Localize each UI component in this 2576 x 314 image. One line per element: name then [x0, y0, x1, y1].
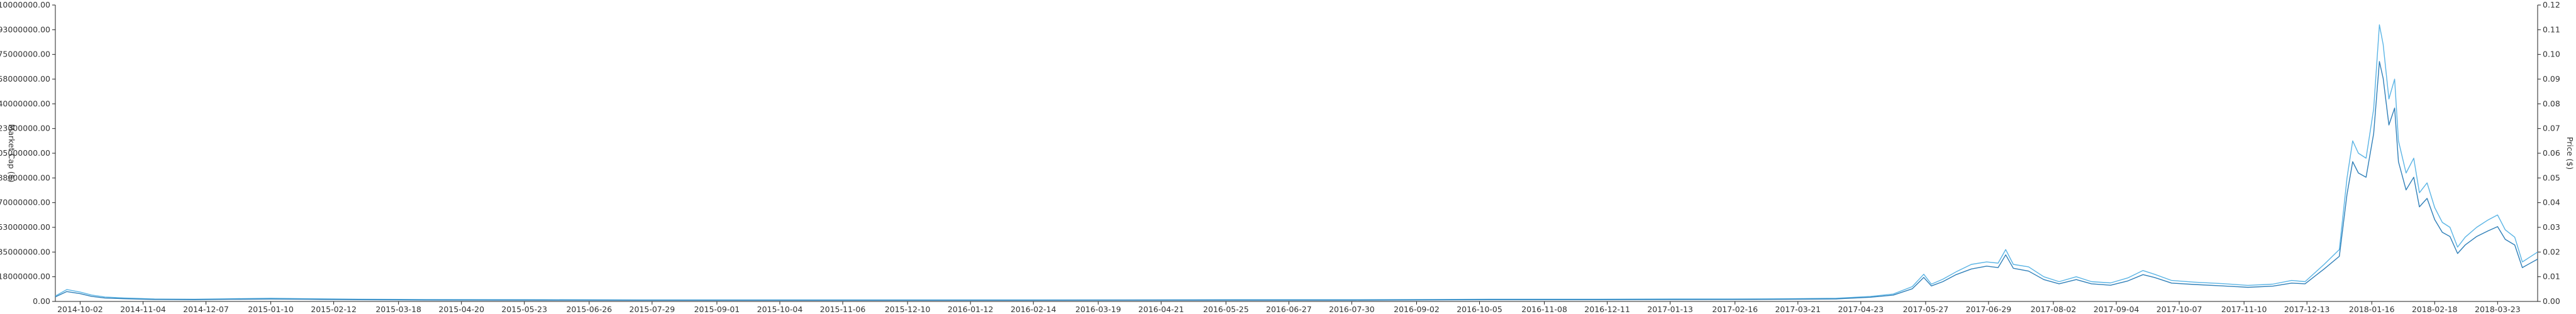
- x-tick-label: 2018-02-18: [2412, 305, 2458, 314]
- y-left-tick-label: 0.00: [33, 296, 50, 306]
- y-right-tick-label: 0.05: [2543, 173, 2560, 182]
- y-left-tick-label: 175000000.00: [0, 50, 50, 59]
- x-tick-label: 2015-10-04: [757, 305, 803, 314]
- y-left-tick-label: 158000000.00: [0, 74, 50, 84]
- y-right-tick-label: 0.08: [2543, 99, 2560, 108]
- x-tick-label: 2018-03-23: [2475, 305, 2521, 314]
- y-left-tick-label: 35000000.00: [0, 247, 50, 256]
- x-tick-label: 2016-05-25: [1203, 305, 1249, 314]
- y-left-tick-label: 18000000.00: [0, 272, 50, 281]
- x-tick-label: 2017-01-13: [1647, 305, 1693, 314]
- x-tick-label: 2015-09-01: [694, 305, 740, 314]
- y-right-tick-label: 0.11: [2543, 24, 2560, 34]
- x-tick-label: 2017-04-23: [1838, 305, 1884, 314]
- x-tick-label: 2016-10-05: [1457, 305, 1502, 314]
- series-layer: [55, 24, 2538, 301]
- x-tick-label: 2015-02-12: [311, 305, 357, 314]
- y-left-axis-title: Market Cap ($): [7, 124, 16, 183]
- series-line-price: [55, 24, 2538, 301]
- x-tick-label: 2017-08-02: [2031, 305, 2077, 314]
- y-left-tick-label: 105000000.00: [0, 148, 50, 158]
- x-ticks: 2014-10-02 2014-11-04 2014-12-07 2015-01-10…: [57, 301, 2521, 314]
- y-right-tick-label: 0.01: [2543, 272, 2560, 281]
- series-line-market-cap: [55, 61, 2538, 301]
- x-tick-label: 2016-07-30: [1329, 305, 1375, 314]
- x-tick-label: 2016-09-02: [1394, 305, 1440, 314]
- x-tick-label: 2017-05-27: [1903, 305, 1949, 314]
- x-tick-label: 2015-06-26: [566, 305, 612, 314]
- y-right-tick-label: 0.12: [2543, 0, 2560, 9]
- x-tick-label: 2016-12-11: [1584, 305, 1630, 314]
- x-tick-label: 2014-11-04: [120, 305, 166, 314]
- y-right-ticks: 0.00 0.01 0.02 0.03 0.04 0.05 0.06 0.07 0.08 0.09…: [2538, 0, 2560, 306]
- axes-layer: [55, 5, 2538, 302]
- x-tick-label: 2015-11-06: [820, 305, 866, 314]
- y-right-tick-label: 0.02: [2543, 247, 2560, 256]
- x-tick-label: 2015-03-18: [375, 305, 421, 314]
- x-tick-label: 2017-09-04: [2094, 305, 2140, 314]
- x-tick-label: 2016-11-08: [1521, 305, 1567, 314]
- y-right-axis-title: Price ($): [2565, 137, 2575, 170]
- x-tick-label: 2014-10-02: [57, 305, 103, 314]
- x-tick-label: 2018-01-16: [2349, 305, 2395, 314]
- x-tick-label: 2017-03-21: [1775, 305, 1821, 314]
- x-tick-label: 2016-02-14: [1011, 305, 1057, 314]
- y-right-tick-label: 0.06: [2543, 148, 2560, 158]
- x-tick-label: 2017-11-10: [2221, 305, 2267, 314]
- x-tick-label: 2015-07-29: [630, 305, 675, 314]
- x-tick-label: 2015-12-10: [885, 305, 931, 314]
- y-left-tick-label: 53000000.00: [0, 222, 50, 232]
- x-tick-label: 2015-01-10: [248, 305, 294, 314]
- x-tick-label: 2017-10-07: [2157, 305, 2202, 314]
- y-left-ticks: 0.00 18000000.00 35000000.00 53000000.00 700…: [0, 0, 55, 306]
- x-tick-label: 2016-01-12: [948, 305, 994, 314]
- y-right-tick-label: 0.00: [2543, 296, 2560, 306]
- y-right-tick-label: 0.10: [2543, 50, 2560, 59]
- x-tick-label: 2017-12-13: [2284, 305, 2330, 314]
- y-right-tick-label: 0.07: [2543, 124, 2560, 133]
- y-right-tick-label: 0.09: [2543, 74, 2560, 84]
- y-left-tick-label: 70000000.00: [0, 198, 50, 207]
- y-left-tick-label: 88000000.00: [0, 173, 50, 182]
- y-left-tick-label: 193000000.00: [0, 24, 50, 34]
- y-left-tick-label: 210000000.00: [0, 0, 50, 9]
- y-right-tick-label: 0.04: [2543, 198, 2560, 207]
- x-tick-label: 2017-06-29: [1966, 305, 2012, 314]
- x-tick-label: 2016-03-19: [1075, 305, 1121, 314]
- y-left-tick-label: 123000000.00: [0, 124, 50, 133]
- x-tick-label: 2014-12-07: [183, 305, 229, 314]
- x-tick-label: 2015-04-20: [438, 305, 484, 314]
- x-tick-label: 2017-02-16: [1712, 305, 1758, 314]
- y-left-tick-label: 140000000.00: [0, 99, 50, 108]
- x-tick-label: 2016-06-27: [1266, 305, 1312, 314]
- x-tick-label: 2016-04-21: [1138, 305, 1184, 314]
- y-right-tick-label: 0.03: [2543, 222, 2560, 232]
- x-tick-label: 2015-05-23: [501, 305, 547, 314]
